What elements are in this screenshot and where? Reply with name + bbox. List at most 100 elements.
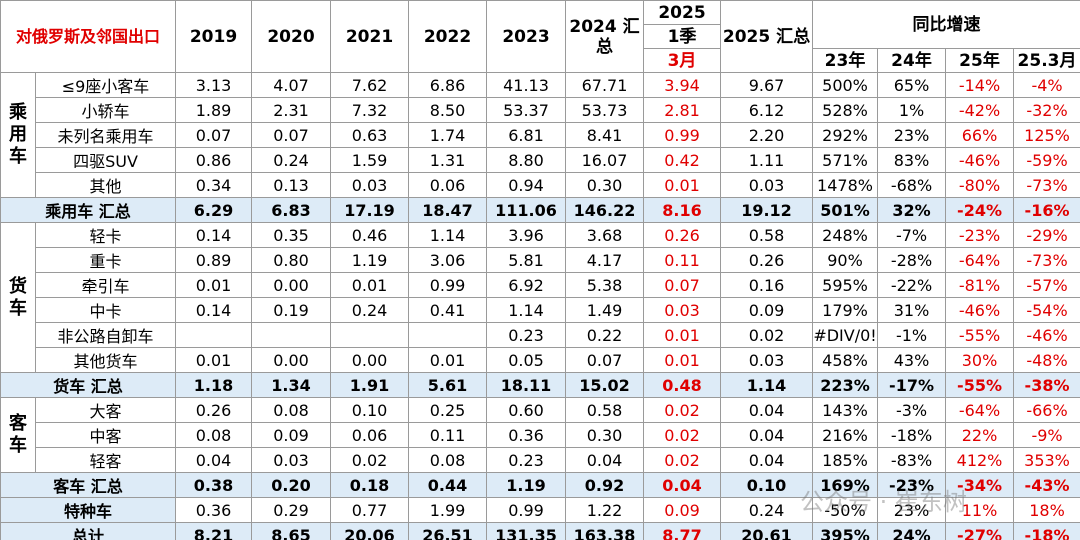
cell: -55%	[945, 372, 1015, 398]
data-row: 重卡 0.89 0.80 1.19 3.06 5.81 4.17 0.11 0.26 90% -28…	[1, 247, 1080, 273]
cell: 0.04	[720, 422, 814, 448]
cell: 0.06	[408, 172, 488, 198]
cell: -34%	[945, 472, 1015, 498]
cell: 0.00	[330, 347, 410, 373]
cell: 1.59	[330, 147, 410, 173]
cell: 5.38	[565, 272, 645, 298]
cell: 6.86	[408, 72, 488, 98]
cell: 111.06	[486, 197, 567, 223]
row-name: 大客	[34, 397, 177, 423]
cell	[330, 322, 410, 348]
cell: 223%	[812, 372, 879, 398]
cell: 3.94	[643, 72, 722, 98]
year-header: 2022	[408, 0, 488, 73]
row-name: 特种车	[0, 497, 177, 523]
cell: 0.34	[175, 172, 253, 198]
cell: 0.01	[330, 272, 410, 298]
row-name: 客车 汇总	[0, 472, 177, 498]
cell: 0.00	[251, 347, 332, 373]
cell: 179%	[812, 297, 879, 323]
cell: 0.01	[408, 347, 488, 373]
cell: 0.13	[251, 172, 332, 198]
cell: 1.31	[408, 147, 488, 173]
cell: -50%	[812, 497, 879, 523]
total-row: 乘用车 汇总 6.29 6.83 17.19 18.47 111.06 146.22 8.16…	[0, 197, 1080, 223]
header-row: 1季	[1, 24, 1080, 49]
data-row: 其他 0.34 0.13 0.03 0.06 0.94 0.30 0.01 0.03 1478% -…	[1, 172, 1080, 198]
cell: 0.86	[175, 147, 253, 173]
data-row: 未列名乘用车 0.07 0.07 0.63 1.74 6.81 8.41 0.99 2.20 29…	[1, 122, 1080, 148]
cell: 53.37	[486, 97, 567, 123]
cell: 169%	[812, 472, 879, 498]
cell: 0.07	[251, 122, 332, 148]
cell: 292%	[812, 122, 879, 148]
cell: 1.14	[486, 297, 567, 323]
cell: -46%	[945, 147, 1015, 173]
cell: 83%	[877, 147, 947, 173]
cell: 0.30	[565, 422, 645, 448]
cell: 0.03	[643, 297, 722, 323]
cell: 0.94	[486, 172, 567, 198]
row-name: 其他	[34, 172, 177, 198]
row-name: 重卡	[34, 247, 177, 273]
cell: 0.24	[330, 297, 410, 323]
cell: 0.11	[408, 422, 488, 448]
cell: 501%	[812, 197, 879, 223]
cell: 0.08	[251, 397, 332, 423]
cell: 1.19	[330, 247, 410, 273]
cell: 0.18	[330, 472, 410, 498]
cell: 0.04	[720, 447, 814, 473]
cell: 6.92	[486, 272, 567, 298]
year-header: 2025	[643, 0, 722, 25]
cell: 7.62	[330, 72, 410, 98]
cell: 0.48	[643, 372, 722, 398]
cell: -1%	[877, 322, 947, 348]
cell: 0.14	[175, 297, 253, 323]
cell: 1.49	[565, 297, 645, 323]
cell: 0.35	[251, 222, 332, 248]
data-row: 乘用车 ≤9座小客车 3.13 4.07 7.62 6.86 41.13 67.71 3.94 9…	[0, 72, 1080, 198]
cell: 0.07	[643, 272, 722, 298]
cell: 6.81	[486, 122, 567, 148]
cell: 0.02	[330, 447, 410, 473]
cell: 0.01	[643, 322, 722, 348]
cell: 4.17	[565, 247, 645, 273]
cell: -28%	[877, 247, 947, 273]
cell: 90%	[812, 247, 879, 273]
cell: -81%	[945, 272, 1015, 298]
year-header: 2023	[486, 0, 567, 73]
cell: 5.81	[486, 247, 567, 273]
cell: 0.01	[643, 347, 722, 373]
cell: 0.26	[643, 222, 722, 248]
data-row: 中客 0.08 0.09 0.06 0.11 0.36 0.30 0.02 0.04 216% -1…	[1, 422, 1080, 448]
cell: 1.11	[720, 147, 814, 173]
cell: 24%	[877, 522, 947, 540]
cell: 8.16	[643, 197, 722, 223]
cell: -23%	[945, 222, 1015, 248]
cell: 0.09	[643, 497, 722, 523]
cell: 1.18	[175, 372, 253, 398]
cell: -55%	[945, 322, 1015, 348]
year-header: 2025 汇总	[720, 0, 814, 73]
cell: 0.04	[565, 447, 645, 473]
row-name: ≤9座小客车	[34, 72, 177, 98]
cell: 8.21	[175, 522, 253, 540]
cell: 0.24	[720, 497, 814, 523]
cell: 0.24	[251, 147, 332, 173]
cell: 0.03	[251, 447, 332, 473]
cell: 0.30	[565, 172, 645, 198]
cell: -57%	[1013, 272, 1080, 298]
cell: 1.91	[330, 372, 410, 398]
data-row: 中卡 0.14 0.19 0.24 0.41 1.14 1.49 0.03 0.09 179% 31…	[1, 297, 1080, 323]
cell: -54%	[1013, 297, 1080, 323]
cell: -48%	[1013, 347, 1080, 373]
cell: 0.58	[720, 222, 814, 248]
cell: 0.02	[720, 322, 814, 348]
row-name: 中卡	[34, 297, 177, 323]
cell: -64%	[945, 397, 1015, 423]
cell: 2.81	[643, 97, 722, 123]
cell: 0.58	[565, 397, 645, 423]
row-name: 货车 汇总	[0, 372, 177, 398]
growth-col-header: 24年	[877, 48, 947, 73]
cell: 18.47	[408, 197, 488, 223]
